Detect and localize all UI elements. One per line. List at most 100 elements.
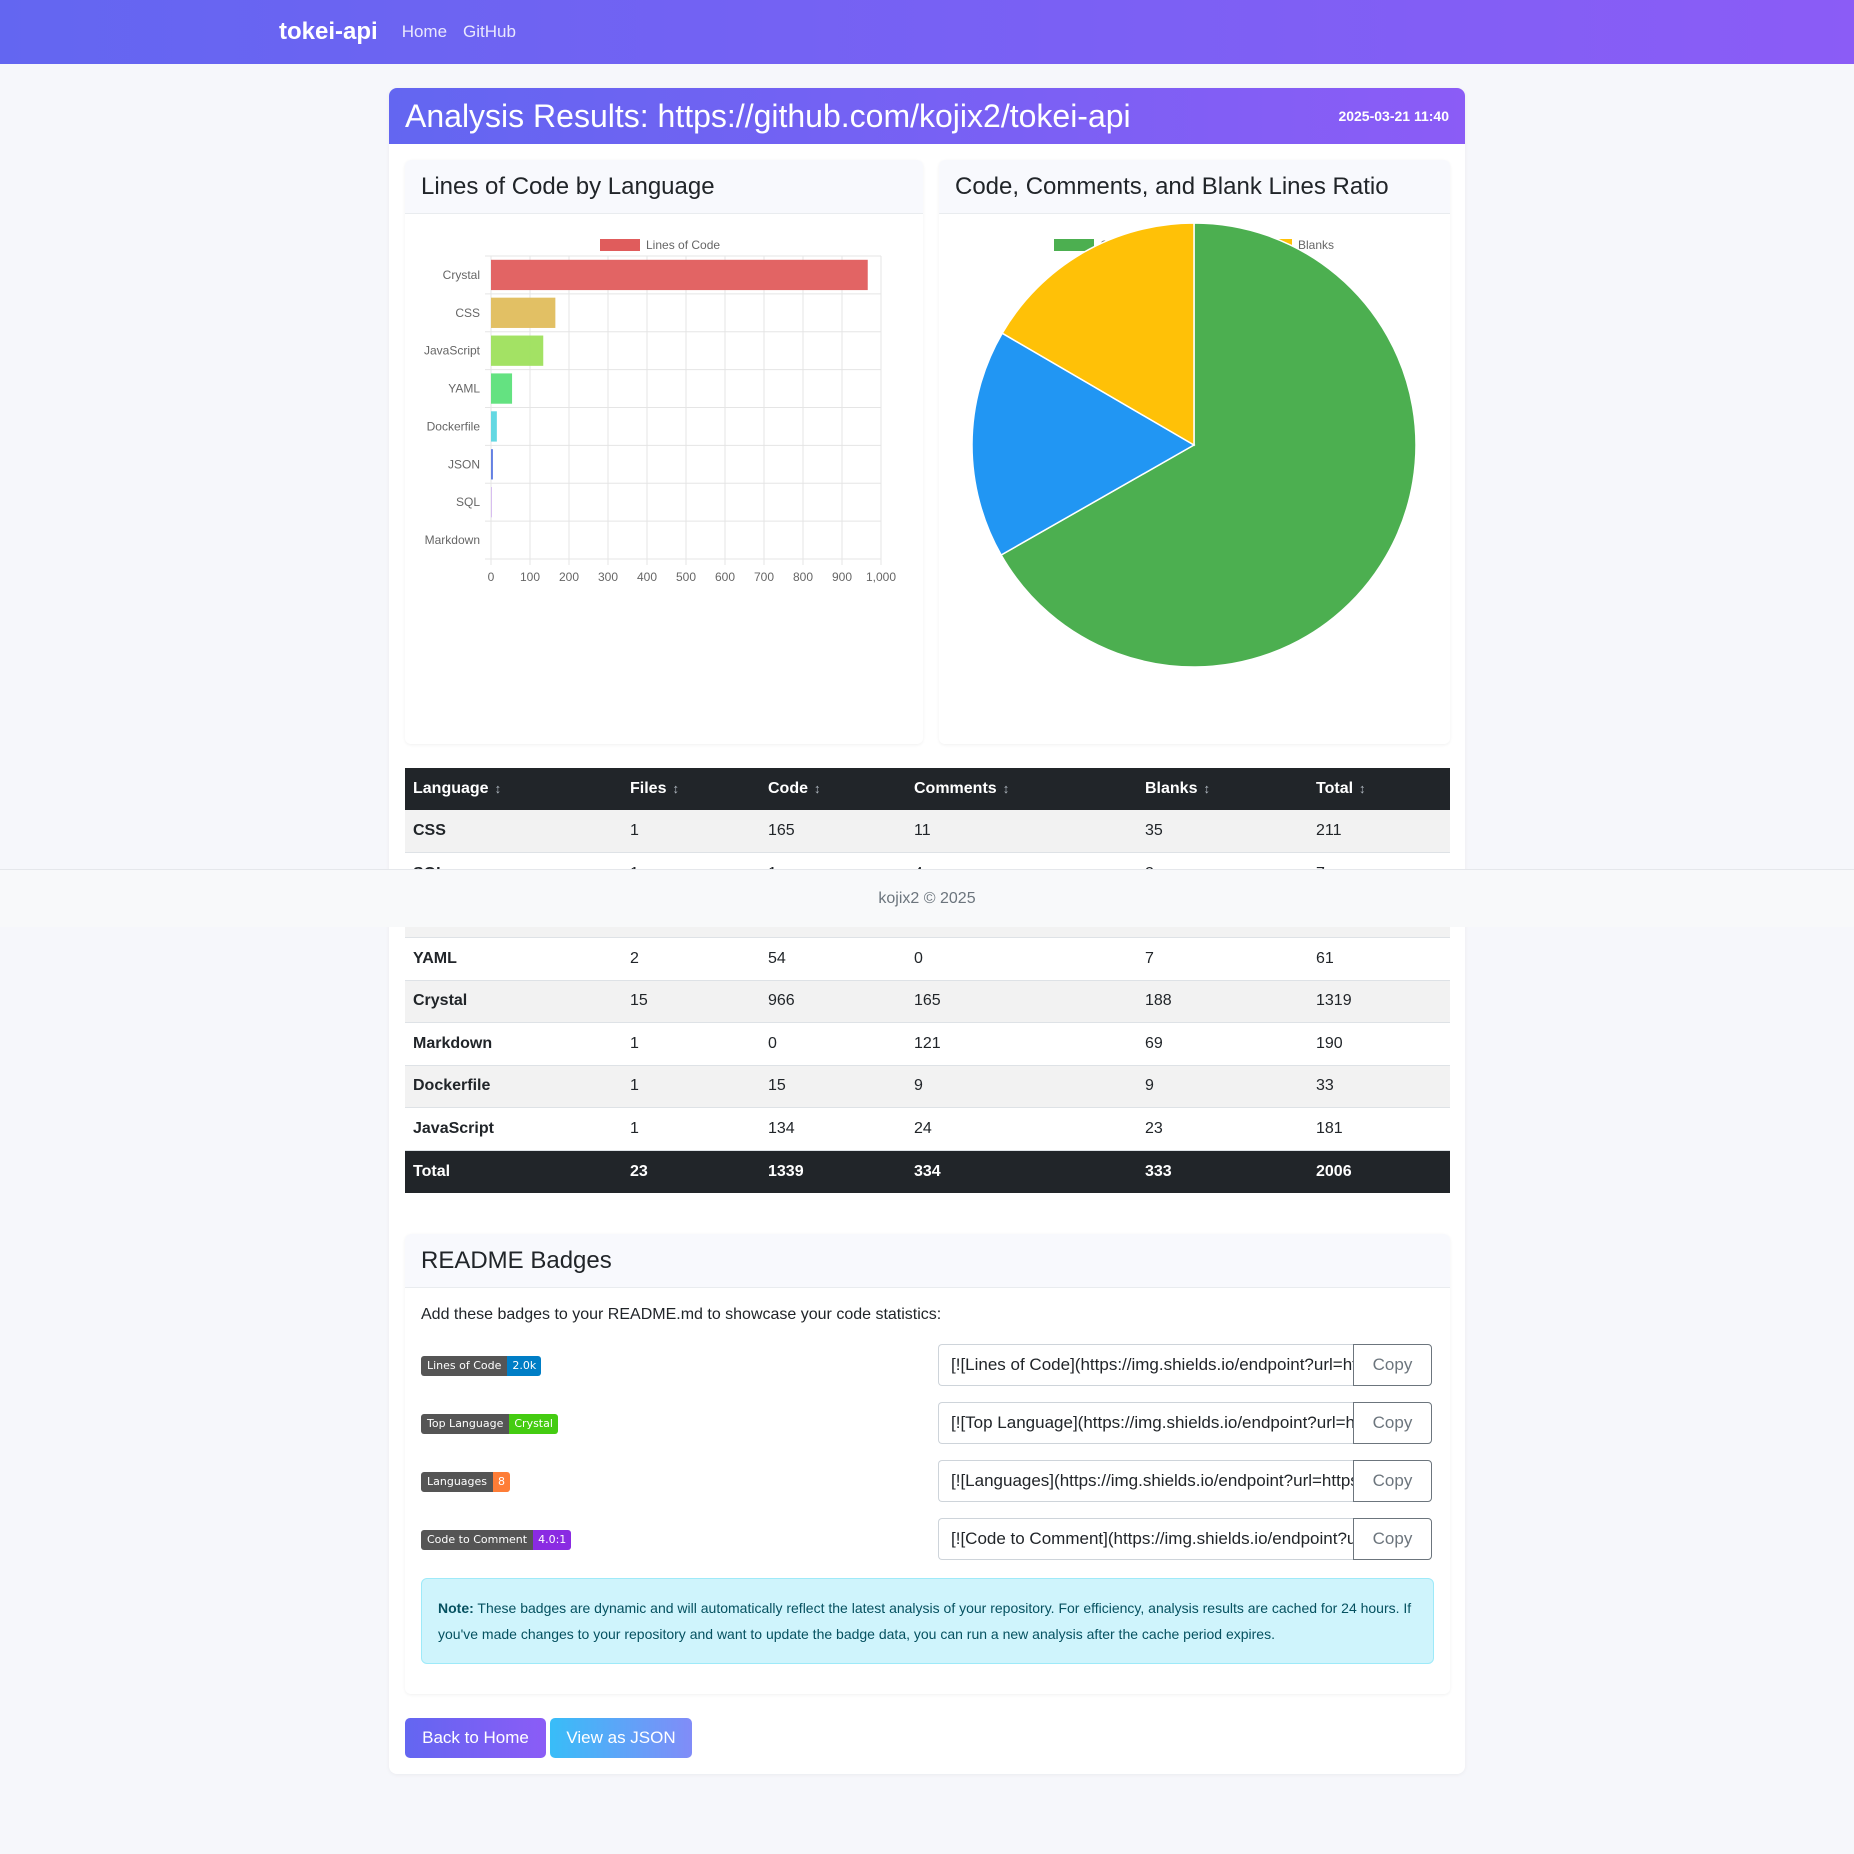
- total-cell: Total: [405, 1150, 622, 1193]
- table-cell-total: 181: [1308, 1107, 1450, 1151]
- col-language[interactable]: Language ↕: [405, 768, 622, 810]
- bar-dockerfile[interactable]: [491, 411, 497, 442]
- table-cell-total: 33: [1308, 1065, 1450, 1108]
- table-cell-blanks: 69: [1137, 1022, 1308, 1066]
- pie-chart-title: Code, Comments, and Blank Lines Ratio: [939, 160, 1450, 214]
- language-table: Language ↕ Files ↕ Code ↕ Comments ↕ Blanks ↕…: [405, 768, 1450, 1193]
- table-cell-files: 1: [622, 1107, 760, 1151]
- navbar: tokei-api Home GitHub: [0, 0, 1854, 64]
- table-row: Markdown 1 0 121 69 190: [405, 1022, 1450, 1066]
- badge-markdown-input[interactable]: [![Languages](https://img.shields.io/end…: [938, 1460, 1353, 1502]
- note-label: Note:: [438, 1600, 474, 1616]
- bar-yaml[interactable]: [491, 373, 513, 404]
- badge-value: 2.0k: [507, 1356, 542, 1376]
- total-cell: 1339: [760, 1150, 906, 1193]
- legend-label: Blanks: [1298, 238, 1334, 252]
- x-tick-label: 100: [520, 570, 540, 584]
- table-total-row: Total 23 1339 334 333 2006: [405, 1150, 1450, 1193]
- total-cell: 333: [1137, 1150, 1308, 1193]
- legend-swatch: [1054, 239, 1094, 251]
- table-cell-comments: 24: [906, 1107, 1137, 1151]
- nav-github-link[interactable]: GitHub: [463, 22, 516, 41]
- table-row: CSS 1 165 11 35 211: [405, 810, 1450, 853]
- badge-key: Code to Comment: [421, 1530, 534, 1550]
- x-tick-label: 300: [598, 570, 618, 584]
- results-header: Analysis Results: https://github.com/koj…: [389, 88, 1465, 144]
- table-cell-language: YAML: [405, 937, 622, 981]
- footer-text: kojix2 © 2025: [878, 890, 976, 907]
- copy-button[interactable]: Copy: [1353, 1518, 1432, 1560]
- y-tick-label: Markdown: [425, 533, 480, 547]
- table-cell-blanks: 188: [1137, 980, 1308, 1023]
- table-cell-language: JavaScript: [405, 1107, 622, 1151]
- bar-crystal[interactable]: [491, 259, 868, 291]
- pie-chart-card: Code, Comments, and Blank Lines Ratio Co…: [939, 160, 1450, 744]
- sort-icon: ↕: [672, 781, 679, 796]
- table-cell-comments: 0: [906, 937, 1137, 981]
- badge-markdown-input[interactable]: [![Lines of Code](https://img.shields.io…: [938, 1344, 1353, 1386]
- bar-javascript[interactable]: [491, 335, 544, 366]
- bar-css[interactable]: [491, 297, 556, 328]
- badge-key: Lines of Code: [421, 1356, 508, 1376]
- col-total[interactable]: Total ↕: [1308, 768, 1450, 810]
- badge-markdown-input[interactable]: [![Top Language](https://img.shields.io/…: [938, 1402, 1353, 1444]
- sort-icon: ↕: [494, 781, 502, 796]
- legend-label: Lines of Code: [646, 238, 720, 252]
- badge-row: Code to Comment 4.0:1 [![Code to Comment](…: [421, 1518, 1434, 1560]
- x-tick-label: 600: [715, 570, 735, 584]
- badges-title: README Badges: [405, 1234, 1450, 1288]
- pie-chart: CodeCommentsBlanks: [971, 222, 1417, 668]
- pie-slice-comments[interactable]: [971, 332, 1196, 557]
- table-cell-blanks: 35: [1137, 810, 1308, 853]
- col-files[interactable]: Files ↕: [622, 768, 760, 810]
- table-cell-comments: 9: [906, 1065, 1137, 1108]
- table-cell-blanks: 9: [1137, 1065, 1308, 1108]
- note-text: These badges are dynamic and will automa…: [438, 1600, 1412, 1642]
- badge-row: Lines of Code 2.0k [![Lines of Code](https…: [421, 1344, 1434, 1386]
- copy-button[interactable]: Copy: [1353, 1344, 1432, 1386]
- y-tick-label: Crystal: [443, 268, 480, 282]
- badge-markdown-input[interactable]: [![Code to Comment](https://img.shields.…: [938, 1518, 1353, 1560]
- badge-row: Top Language Crystal [![Top Language](http…: [421, 1402, 1434, 1444]
- copy-button[interactable]: Copy: [1353, 1460, 1432, 1502]
- table-cell-total: 211: [1308, 810, 1450, 853]
- sort-icon: ↕: [814, 781, 821, 796]
- y-tick-label: JavaScript: [424, 344, 481, 358]
- x-tick-label: 900: [832, 570, 852, 584]
- table-cell-blanks: 23: [1137, 1107, 1308, 1151]
- table-cell-total: 61: [1308, 937, 1450, 981]
- nav-home-link[interactable]: Home: [401, 22, 448, 41]
- pie-slice-code[interactable]: [1000, 222, 1417, 668]
- table-row: JavaScript 1 134 24 23 181: [405, 1107, 1450, 1151]
- badge-preview: Languages 8: [421, 1472, 511, 1492]
- pie-slice-blanks[interactable]: [1001, 222, 1195, 447]
- bar-chart-card: Lines of Code by Language Lines of Code 0…: [405, 160, 923, 744]
- col-comments[interactable]: Comments ↕: [906, 768, 1137, 810]
- badge-key: Top Language: [421, 1414, 510, 1434]
- copy-button[interactable]: Copy: [1353, 1402, 1432, 1444]
- x-tick-label: 1,000: [866, 570, 896, 584]
- legend-swatch: [600, 239, 640, 251]
- y-tick-label: JSON: [448, 457, 480, 471]
- x-tick-label: 800: [793, 570, 813, 584]
- table-cell-files: 1: [622, 1022, 760, 1066]
- total-cell: 23: [622, 1150, 760, 1193]
- badge-key: Languages: [421, 1472, 494, 1492]
- table-cell-code: 54: [760, 937, 906, 981]
- col-code[interactable]: Code ↕: [760, 768, 906, 810]
- table-cell-code: 0: [760, 1022, 906, 1066]
- y-tick-label: SQL: [456, 495, 480, 509]
- bar-json[interactable]: [491, 449, 493, 480]
- table-cell-language: Dockerfile: [405, 1065, 622, 1108]
- table-cell-code: 165: [760, 810, 906, 853]
- table-cell-total: 1319: [1308, 980, 1450, 1023]
- col-blanks[interactable]: Blanks ↕: [1137, 768, 1308, 810]
- x-tick-label: 700: [754, 570, 774, 584]
- sort-icon: ↕: [1002, 781, 1010, 796]
- view-json-button[interactable]: View as JSON: [550, 1718, 692, 1758]
- badge-preview: Top Language Crystal: [421, 1414, 558, 1434]
- brand-link[interactable]: tokei-api: [279, 18, 378, 45]
- table-cell-comments: 165: [906, 980, 1137, 1023]
- x-tick-label: 500: [676, 570, 696, 584]
- back-to-home-button[interactable]: Back to Home: [405, 1718, 546, 1758]
